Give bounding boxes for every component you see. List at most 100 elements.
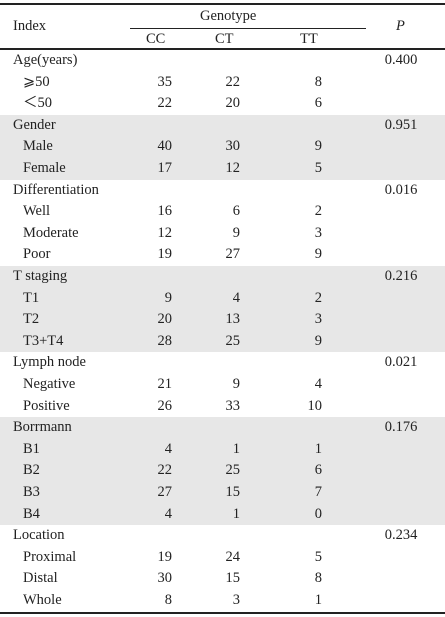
cell-tt: 6	[314, 95, 322, 112]
table-row: T1 9 4 2	[0, 287, 445, 310]
table-row: B3 27 15 7	[0, 482, 445, 504]
row-label: Negative	[23, 376, 76, 392]
table-group-row: Lymph node 0.021	[0, 352, 445, 374]
cell-cc: 27	[157, 484, 173, 500]
cell-ct: 4	[232, 289, 240, 306]
header-bottom-rule	[0, 48, 445, 50]
table-row: Female 17 12 5	[0, 158, 445, 180]
table-row: ⩾50 35 22 8	[0, 72, 445, 94]
cell-tt: 3	[314, 224, 322, 241]
cell-tt: 1	[314, 592, 322, 608]
cell-cc: 35	[157, 73, 173, 90]
cell-cc: 40	[157, 138, 173, 155]
table-row: ＜50 22 20 6	[0, 93, 445, 115]
cell-cc: 4	[164, 440, 172, 457]
cell-cc: 28	[157, 332, 173, 349]
cell-tt: 0	[314, 505, 322, 522]
row-label: Female	[23, 160, 66, 176]
cell-p-value: 0.016	[384, 181, 418, 198]
cell-tt: 8	[314, 73, 322, 90]
cell-tt: 9	[314, 246, 322, 263]
table-row: Moderate 12 9 3	[0, 223, 445, 245]
row-label: Borrmann	[13, 419, 72, 436]
row-label: Distal	[23, 570, 58, 587]
cell-tt: 1	[314, 440, 322, 457]
cell-ct: 30	[225, 138, 241, 155]
cell-cc: 20	[157, 311, 173, 328]
table-row: B1 4 1 1	[0, 438, 445, 461]
table-row: B4 4 1 0	[0, 503, 445, 526]
cell-cc: 4	[164, 505, 172, 522]
cell-tt: 9	[314, 332, 322, 349]
table-row: Poor 19 27 9	[0, 244, 445, 266]
cell-cc: 19	[157, 548, 173, 565]
row-label: Differentiation	[13, 181, 99, 198]
cell-cc: 26	[157, 397, 173, 414]
row-label: T3+T4	[23, 332, 64, 349]
table-row: Whole 8 3 1	[0, 590, 445, 612]
cell-tt: 5	[314, 160, 322, 176]
cell-tt: 8	[314, 570, 322, 587]
table-group-row: Differentiation 0.016	[0, 180, 445, 202]
cell-ct: 27	[225, 246, 241, 263]
row-label: T staging	[13, 268, 68, 284]
cell-tt: 10	[307, 397, 323, 414]
cell-ct: 1	[232, 505, 240, 522]
header-index: Index	[13, 18, 47, 34]
cell-cc: 21	[157, 376, 173, 392]
table-top-rule	[0, 3, 445, 5]
genotype-span-rule	[130, 28, 366, 29]
cell-p-value: 0.021	[384, 354, 418, 371]
cell-ct: 15	[225, 570, 241, 587]
header-tt: TT	[300, 31, 318, 47]
cell-tt: 2	[314, 203, 322, 220]
cell-cc: 22	[157, 95, 173, 112]
table-row: Negative 21 9 4	[0, 374, 445, 396]
table-bottom-rule	[0, 612, 445, 614]
row-label: B1	[23, 440, 40, 457]
table-group-row: Gender 0.951	[0, 114, 445, 137]
cell-ct: 6	[232, 203, 240, 220]
cell-tt: 3	[314, 311, 322, 328]
cell-cc: 9	[164, 289, 172, 306]
cell-tt: 7	[314, 484, 322, 500]
row-label: Location	[13, 527, 65, 544]
row-label: B4	[23, 505, 40, 522]
cell-cc: 8	[164, 592, 172, 608]
table-row: Distal 30 15 8	[0, 568, 445, 590]
row-label: Poor	[23, 246, 51, 263]
cell-p-value: 0.400	[384, 52, 418, 68]
cell-cc: 19	[157, 246, 173, 263]
cell-p-value: 0.234	[384, 527, 418, 544]
cell-ct: 25	[225, 462, 241, 479]
cell-cc: 30	[157, 570, 173, 587]
cell-ct: 1	[232, 440, 240, 457]
row-label: Male	[23, 138, 53, 155]
row-label: Whole	[23, 592, 62, 608]
cell-ct: 25	[225, 332, 241, 349]
row-label: Moderate	[23, 224, 79, 241]
cell-ct: 3	[232, 592, 240, 608]
cell-tt: 9	[314, 138, 322, 155]
header-genotype: Genotype	[200, 8, 257, 24]
table-row: Male 40 30 9	[0, 136, 445, 158]
table-group-row: Location 0.234	[0, 525, 445, 547]
row-label: Proximal	[23, 548, 77, 565]
table-group-row: T staging 0.216	[0, 266, 445, 288]
cell-ct: 12	[225, 160, 241, 176]
cell-tt: 6	[314, 462, 322, 479]
cell-p-value: 0.176	[384, 419, 418, 436]
cell-ct: 9	[232, 224, 240, 241]
table-row: Positive 26 33 10	[0, 396, 445, 418]
table-group-row: Borrmann 0.176	[0, 417, 445, 439]
table-row: Well 16 6 2	[0, 201, 445, 223]
table-row: Proximal 19 24 5	[0, 547, 445, 569]
cell-ct: 33	[225, 397, 241, 414]
header-ct: CT	[215, 31, 234, 47]
cell-tt: 4	[314, 376, 322, 392]
cell-cc: 12	[157, 224, 173, 241]
row-label: Gender	[13, 116, 56, 133]
row-label: Lymph node	[13, 354, 86, 371]
row-label: ＜50	[23, 95, 52, 112]
